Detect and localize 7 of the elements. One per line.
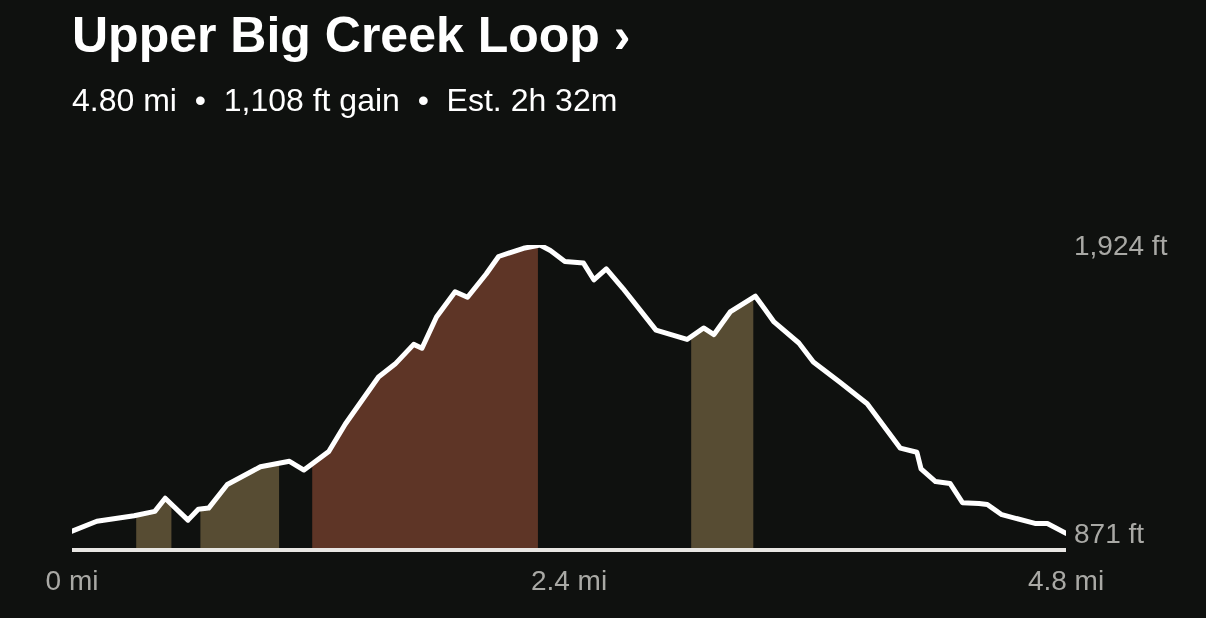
chart-title: Upper Big Creek Loop › [72, 6, 631, 64]
y-tick-label: 1,924 ft [1074, 229, 1168, 261]
x-tick-label: 0 mi [45, 564, 99, 596]
x-tick-label: 4.8 mi [1027, 564, 1105, 596]
y-tick-label: 871 ft [1074, 518, 1145, 550]
x-tick-label: 2.4 mi [530, 564, 608, 596]
chart-subtitle: 4.80 mi • 1,108 ft gain • Est. 2h 32m [72, 82, 618, 119]
